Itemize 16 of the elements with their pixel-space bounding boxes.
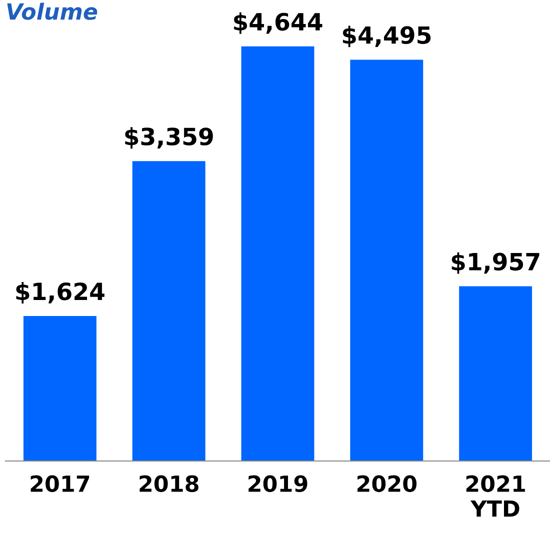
bar	[23, 316, 96, 461]
x-tick-label: 2018	[140, 475, 198, 492]
bar	[350, 60, 424, 461]
bar	[459, 286, 532, 461]
data-label: $3,359	[125, 127, 213, 149]
data-label: $4,644	[234, 12, 322, 34]
data-label: $1,624	[16, 282, 104, 304]
bar	[132, 161, 206, 461]
bar	[241, 46, 314, 461]
chart-title: Volume	[7, 2, 98, 20]
x-tick-label: 2017	[30, 475, 90, 492]
x-tick-label: 2019	[248, 475, 308, 492]
data-label: $4,495	[342, 26, 431, 48]
x-tick-label: 2020	[357, 475, 417, 492]
data-label: $1,957	[452, 252, 540, 274]
x-tick-label: 2021 YTD	[466, 475, 525, 517]
